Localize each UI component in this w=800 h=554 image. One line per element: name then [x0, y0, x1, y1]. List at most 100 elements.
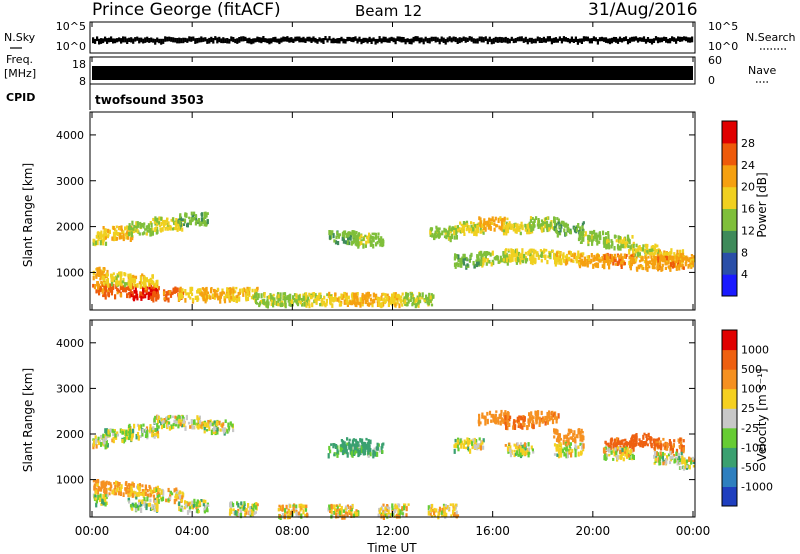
data-cell	[472, 222, 475, 228]
data-cell	[131, 492, 134, 498]
colorbar-swatch	[722, 427, 737, 448]
noise-sample	[308, 36, 311, 42]
data-cell	[106, 235, 109, 239]
noise-sample	[344, 39, 347, 44]
data-cell	[619, 449, 622, 455]
data-cell	[618, 257, 621, 261]
data-cell	[630, 254, 633, 258]
data-cell	[134, 275, 138, 280]
noise-sample	[262, 36, 265, 42]
data-cell	[141, 431, 144, 437]
data-cell	[97, 237, 100, 241]
data-cell	[168, 426, 171, 431]
data-cell	[132, 428, 135, 434]
data-cell	[567, 437, 570, 440]
data-cell	[305, 295, 309, 301]
data-cell	[623, 253, 626, 259]
data-cell	[619, 454, 623, 458]
noise-sample	[416, 36, 419, 42]
data-cell	[377, 235, 380, 239]
data-cell	[135, 221, 138, 226]
data-cell	[627, 442, 630, 446]
data-cell	[352, 446, 355, 450]
data-cell	[524, 229, 527, 232]
data-cell	[243, 287, 246, 293]
data-cell	[669, 444, 672, 450]
data-cell	[432, 294, 435, 299]
noise-sample	[590, 38, 593, 44]
data-cell	[104, 293, 107, 297]
data-cell	[619, 440, 622, 446]
data-cell	[145, 291, 148, 296]
y-tick-label: 1000	[56, 266, 84, 279]
data-cell	[149, 228, 152, 232]
data-cell	[471, 441, 474, 446]
noise-sample	[520, 36, 523, 42]
data-cell	[619, 447, 622, 450]
data-cell	[639, 255, 642, 258]
data-cell	[166, 225, 169, 231]
data-cell	[380, 514, 383, 519]
data-cell	[140, 507, 143, 513]
noise-sample	[304, 38, 307, 43]
data-cell	[133, 224, 136, 228]
data-cell	[546, 260, 549, 265]
data-cell	[272, 293, 275, 297]
data-cell	[152, 280, 155, 286]
data-cell	[98, 283, 101, 287]
data-cell	[174, 415, 177, 419]
data-cell	[500, 409, 503, 414]
noise-sample	[172, 37, 175, 43]
noise-sample	[586, 36, 589, 42]
data-cell	[490, 218, 493, 222]
data-cell	[638, 259, 642, 263]
data-cell	[373, 232, 376, 236]
data-cell	[481, 224, 484, 228]
data-cell	[221, 427, 224, 432]
data-cell	[577, 253, 580, 259]
data-cell	[115, 282, 118, 287]
data-cell	[652, 259, 655, 264]
noise-sample	[634, 36, 638, 41]
noise-sample	[494, 36, 497, 43]
data-cell	[151, 432, 154, 438]
data-cell	[103, 492, 107, 498]
noise-sample	[626, 39, 630, 45]
data-cell	[341, 450, 345, 456]
data-cell	[632, 248, 635, 254]
data-cell	[396, 297, 399, 301]
data-cell	[360, 234, 363, 238]
data-cell	[301, 302, 304, 307]
data-cell	[113, 429, 116, 432]
data-cell	[530, 411, 533, 416]
data-cell	[508, 221, 511, 226]
data-cell	[236, 501, 239, 506]
data-cell	[183, 423, 186, 428]
data-cell	[510, 449, 513, 455]
data-cell	[664, 442, 667, 446]
noise-sample	[92, 37, 95, 44]
data-cell	[340, 505, 343, 511]
data-cell	[127, 497, 130, 501]
data-cell	[684, 459, 687, 465]
data-cell	[530, 416, 533, 421]
data-cell	[177, 225, 180, 230]
data-cell	[648, 260, 652, 265]
data-cell	[327, 507, 330, 512]
data-cell	[457, 254, 460, 260]
noise-sample	[282, 36, 285, 42]
data-cell	[577, 445, 580, 449]
data-cell	[374, 451, 377, 457]
noise-sample	[446, 37, 449, 43]
data-cell	[530, 226, 533, 232]
data-cell	[130, 437, 133, 442]
x-tick-label: 08:00	[275, 524, 310, 538]
data-cell	[519, 231, 522, 236]
data-cell	[478, 416, 481, 422]
data-cell	[462, 228, 465, 233]
data-cell	[120, 225, 123, 231]
data-cell	[253, 511, 256, 515]
data-cell	[650, 252, 653, 256]
noise-sample	[368, 36, 371, 42]
data-cell	[297, 512, 300, 516]
